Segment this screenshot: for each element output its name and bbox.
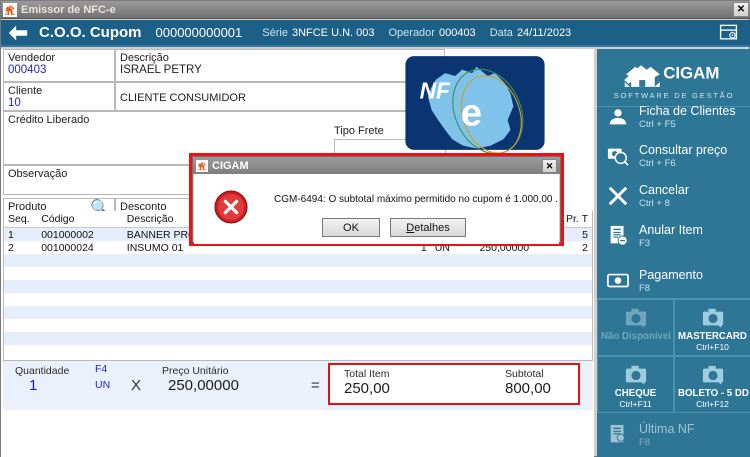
svg-text:CIGAM: CIGAM: [663, 64, 719, 83]
svg-text:e: e: [461, 92, 482, 135]
svg-text:NF: NF: [420, 78, 451, 104]
